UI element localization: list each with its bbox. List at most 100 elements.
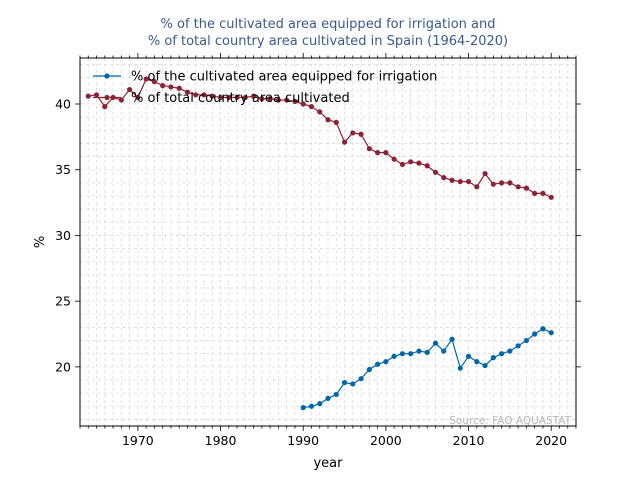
data-point: [399, 351, 405, 357]
data-point: [375, 361, 381, 367]
legend-swatch-marker: [104, 94, 110, 101]
legend-swatch-marker: [104, 73, 110, 79]
data-point: [523, 337, 530, 344]
data-point: [416, 160, 422, 166]
data-point: [457, 365, 463, 371]
data-point: [391, 156, 397, 162]
data-point: [540, 190, 546, 196]
data-point: [490, 181, 496, 187]
data-point: [242, 94, 248, 101]
data-point: [383, 359, 389, 365]
data-point: [201, 92, 207, 98]
data-point: [275, 97, 281, 103]
x-tick-label: 2020: [535, 433, 567, 448]
x-axis-label: year: [313, 456, 343, 471]
data-point: [325, 117, 331, 123]
data-point: [358, 376, 364, 382]
data-point: [127, 86, 133, 93]
data-point: [341, 380, 348, 386]
y-tick-label: 40: [55, 97, 71, 112]
y-tick-label: 35: [55, 162, 71, 177]
x-tick-label: 1980: [205, 433, 237, 448]
chart-title: % of the cultivated area equipped for ir…: [148, 17, 508, 49]
data-point: [523, 185, 530, 191]
data-point: [350, 130, 356, 136]
data-point: [143, 76, 149, 82]
chart-title-line: % of the cultivated area equipped for ir…: [161, 17, 496, 32]
data-point: [292, 98, 298, 104]
data-point: [358, 131, 364, 137]
data-point: [118, 97, 124, 103]
data-point: [93, 92, 100, 98]
data-point: [548, 194, 554, 200]
data-point: [341, 139, 348, 145]
data-point: [176, 85, 182, 91]
data-point: [424, 163, 430, 169]
data-point: [308, 403, 315, 409]
data-point: [482, 171, 488, 177]
data-point: [234, 94, 240, 101]
data-point: [259, 96, 265, 102]
data-point: [548, 330, 554, 336]
data-point: [449, 336, 455, 342]
data-point: [209, 93, 215, 99]
data-point: [391, 353, 397, 359]
data-point: [499, 351, 505, 357]
chart-title-line: % of total country area cultivated in Sp…: [148, 34, 508, 49]
data-point: [217, 94, 224, 101]
legend-label: % of the cultivated area equipped for ir…: [131, 70, 437, 85]
data-point: [507, 348, 513, 354]
series-layer: [85, 76, 554, 411]
data-point: [490, 355, 496, 361]
x-tick-label: 2010: [453, 433, 485, 448]
data-point: [383, 150, 389, 156]
data-point: [532, 190, 538, 196]
grid: [79, 58, 577, 426]
source-note: Source: FAO AQUASTAT: [449, 415, 571, 427]
data-point: [193, 92, 199, 98]
data-point: [465, 178, 472, 185]
data-point: [267, 96, 273, 102]
data-point: [300, 101, 306, 107]
data-point: [350, 381, 356, 387]
x-tick-label: 1990: [287, 433, 319, 448]
data-point: [408, 159, 414, 165]
legend-label: % of total country area cultivated: [131, 91, 350, 106]
data-point: [474, 359, 480, 365]
data-point: [408, 351, 414, 357]
data-point: [474, 184, 480, 190]
data-point: [160, 83, 166, 89]
y-axis-label: %: [33, 236, 48, 248]
data-point: [85, 93, 91, 99]
data-point: [300, 405, 306, 411]
data-point: [333, 119, 339, 125]
data-point: [325, 395, 331, 401]
data-point: [515, 184, 521, 190]
y-tick-label: 20: [55, 359, 71, 374]
data-point: [317, 109, 323, 115]
data-point: [399, 161, 405, 168]
data-point: [449, 177, 455, 183]
data-point: [226, 94, 232, 101]
data-point: [317, 401, 323, 407]
legend: % of the cultivated area equipped for ir…: [93, 70, 437, 106]
data-point: [135, 94, 141, 101]
data-point: [515, 343, 521, 349]
data-point: [102, 104, 108, 110]
y-tick-label: 30: [55, 228, 71, 243]
data-point: [507, 180, 513, 186]
data-point: [375, 150, 381, 156]
data-point: [499, 180, 505, 186]
data-point: [540, 326, 546, 332]
data-point: [441, 348, 447, 354]
legend-entry: % of the cultivated area equipped for ir…: [93, 70, 437, 85]
data-point: [441, 175, 447, 181]
series-1: [85, 76, 554, 200]
data-point: [465, 353, 472, 359]
data-point: [151, 79, 157, 85]
data-point: [168, 84, 174, 90]
data-point: [457, 178, 463, 185]
data-point: [532, 331, 538, 337]
data-point: [284, 97, 290, 103]
